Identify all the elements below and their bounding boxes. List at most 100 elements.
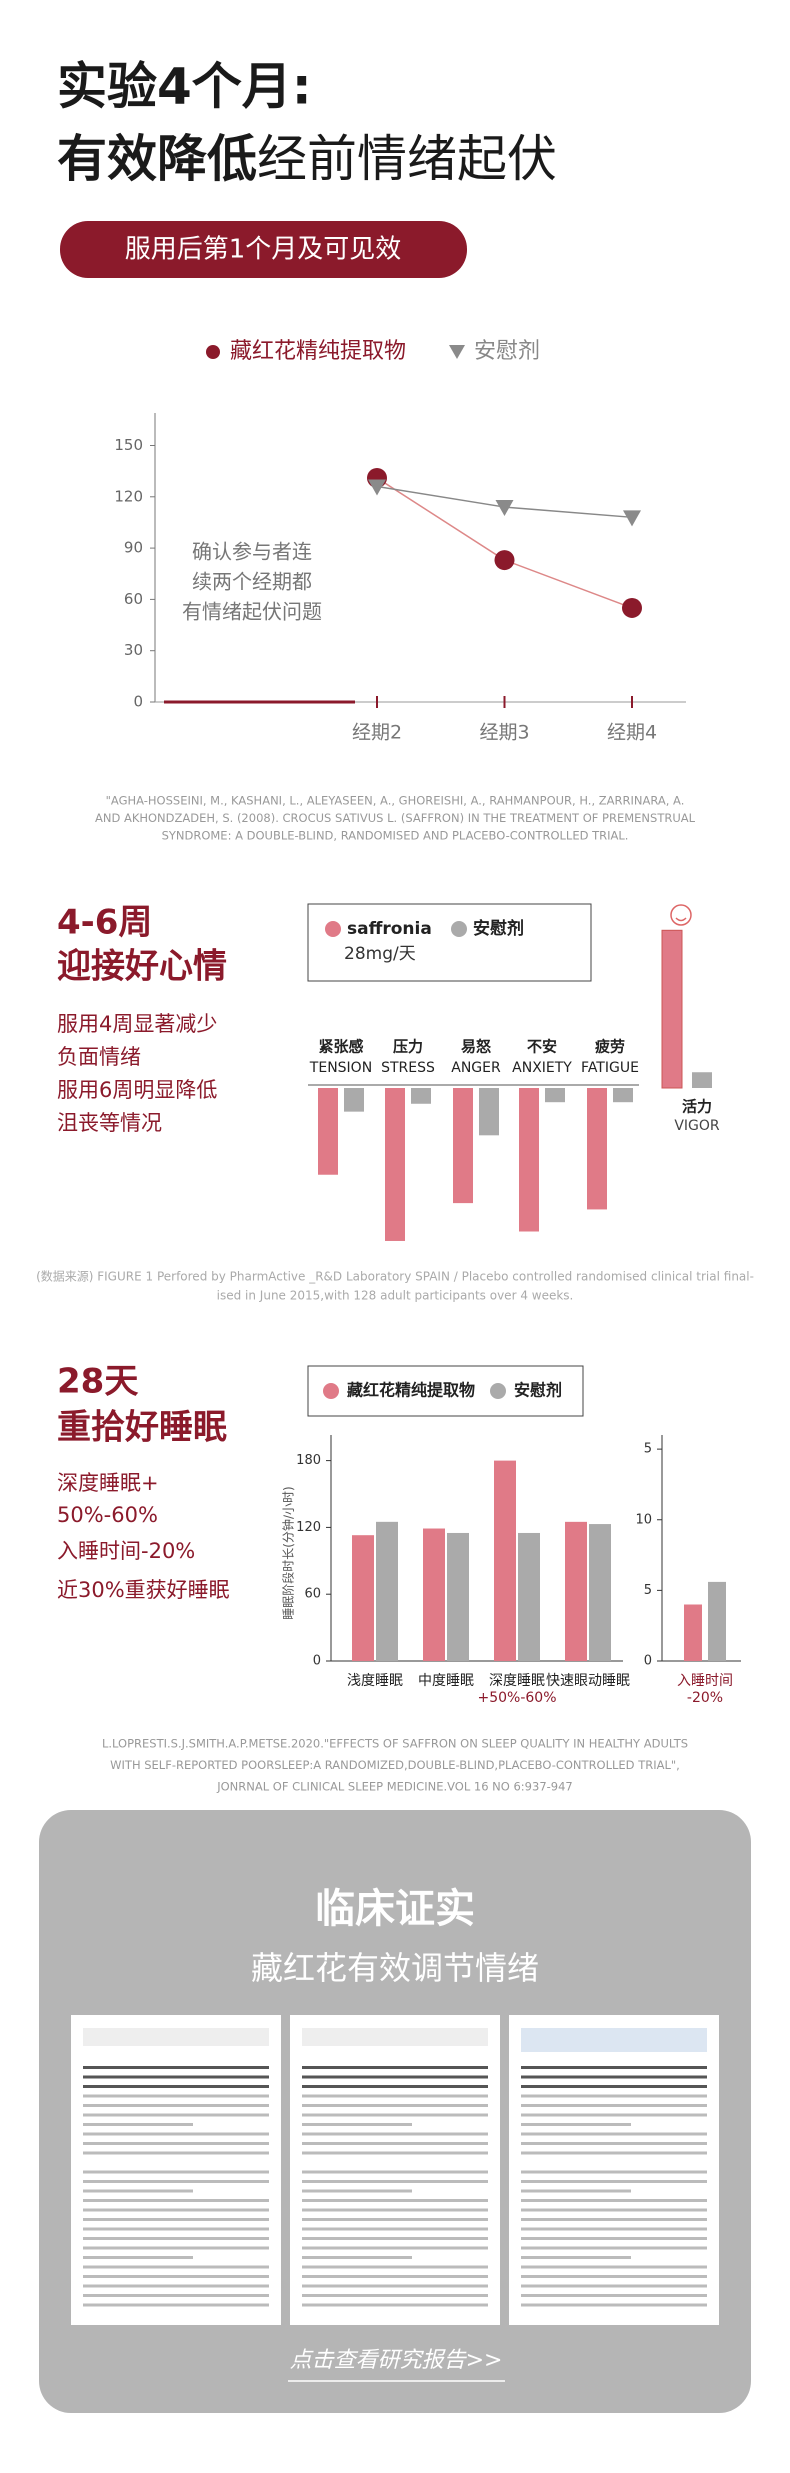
paper-text-line [521,2189,631,2193]
bar [545,1088,565,1103]
bar [692,1072,712,1088]
paper-text-line [521,2227,707,2231]
paper-text-line [302,2275,488,2278]
paper-text-line [521,2085,707,2088]
paper-text-line [521,2094,707,2098]
section-description: 服用4周显著减少 [57,1012,217,1036]
category-label-en: ANXIETY [512,1060,572,1076]
category-label: 活力 [682,1098,712,1116]
subtitle-bold: 有效降低 [57,130,257,188]
bar [589,1524,611,1661]
paper-text-line [83,2246,269,2250]
bar [613,1088,633,1103]
paper-text-line [302,2075,488,2079]
paper-text-line [83,2085,269,2088]
category-note: -20% [687,1690,723,1706]
paper-text-line [302,2142,488,2145]
bar [376,1521,398,1661]
clinical-title: 临床证实 [315,1886,475,1932]
paper-thumbnail [509,2015,719,2325]
paper-text-line [83,2256,193,2259]
point [494,550,515,571]
paper-text-line [521,2170,707,2174]
legend-label: 安慰剂 [514,1381,562,1400]
section-heading: 迎接好心情 [57,947,227,987]
bar [565,1521,587,1661]
subtitle-rest: 经前情绪起伏 [257,130,557,188]
legend-box [307,903,592,982]
x-tick-label: 深度睡眠 [489,1673,545,1689]
bar [708,1581,726,1661]
y-tick-label: 0 [133,693,143,711]
citation: JONRNAL OF CLINICAL SLEEP MEDICINE.VOL 1… [216,1780,573,1794]
x-tick-label: 经期2 [352,722,402,744]
category-label: 压力 [393,1038,423,1056]
paper-text-line [521,2151,707,2155]
paper-header [83,2028,269,2046]
category-note: +50%-60% [477,1690,556,1706]
x-tick-label: 入睡时间 [677,1673,733,1689]
clinical-subtitle: 藏红花有效调节情绪 [251,1949,539,1987]
paper-text-line [521,2066,707,2069]
section-description: 负面情绪 [57,1045,141,1069]
paper-text-line [521,2303,707,2307]
paper-text-line [302,2246,488,2250]
section-description: 近30%重获好睡眠 [57,1578,230,1602]
legend-label: 安慰剂 [473,918,524,939]
paper-text-line [83,2170,269,2174]
paper-text-line [302,2132,488,2136]
paper-text-line [302,2104,488,2107]
legend-marker [206,345,220,359]
section-heading: 重拾好睡眠 [57,1408,227,1448]
paper-text-line [521,2180,707,2183]
annotation: 续两个经期都 [192,570,312,594]
smiley-mouth [675,917,687,922]
paper-text-line [83,2151,269,2155]
bar [385,1088,405,1241]
legend-label: 安慰剂 [474,339,540,364]
paper-text-line [302,2294,488,2297]
citation: AND AKHONDZADEH, S. (2008). CROCUS SATIV… [95,811,696,825]
y-tick-label: 120 [114,487,143,505]
legend-marker [325,921,341,937]
bar [519,1088,539,1232]
paper-text-line [521,2104,707,2107]
paper-text-line [302,2303,488,2307]
paper-header [521,2028,707,2052]
category-label: 不安 [527,1038,557,1056]
legend-marker [323,1383,339,1399]
paper-text-line [521,2142,707,2145]
citation: L.LOPRESTI.S.J.SMITH.A.P.METSE.2020."EFF… [102,1737,688,1751]
smiley [670,904,692,926]
paper-text-line [83,2142,269,2145]
paper-text-line [521,2218,707,2221]
category-label-en: ANGER [451,1060,501,1076]
paper-text-line [521,2075,707,2079]
paper-text-line [83,2066,269,2069]
citation: "AGHA-HOSSEINI, M., KASHANI, L., ALEYASE… [106,794,685,808]
legend-label: 藏红花精纯提取物 [230,339,406,364]
paper-text-line [302,2284,488,2288]
paper-text-line [521,2113,707,2117]
section-description: 沮丧等情况 [57,1111,162,1135]
y-tick-label: 90 [124,539,143,557]
section-heading: 28天 [57,1362,138,1402]
paper-text-line [83,2218,269,2221]
legend-note: 28mg/天 [344,944,416,964]
paper-text-line [83,2189,193,2193]
report-link[interactable]: 点击查看研究报告>> [290,2348,503,2373]
bar [661,929,683,1089]
paper-text-line [83,2227,269,2231]
paper-text-line [302,2170,488,2174]
category-label-en: VIGOR [674,1118,720,1134]
category-label: 紧张感 [318,1038,363,1056]
paper-text-line [302,2189,412,2193]
paper-text-line [302,2085,488,2088]
paper-text-line [83,2132,269,2136]
bar [318,1088,338,1175]
category-label-en: STRESS [381,1060,435,1076]
paper-text-line [83,2199,269,2202]
section-heading: 4-6周 [57,903,152,943]
y-tick-label: 5 [644,1583,652,1598]
paper-text-line [521,2132,707,2136]
